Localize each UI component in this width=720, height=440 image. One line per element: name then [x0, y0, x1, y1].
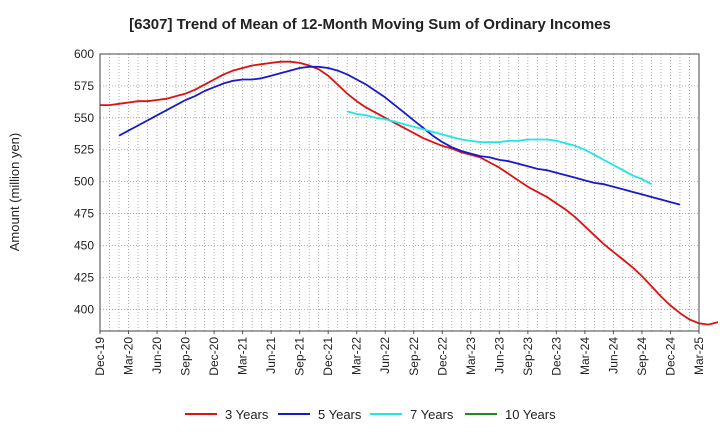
x-tick-label: Dec-23: [549, 337, 563, 376]
y-tick-label: 500: [74, 175, 94, 189]
x-tick-label: Sep-23: [521, 337, 535, 376]
x-tick-label: Sep-24: [635, 337, 649, 376]
legend-label: 10 Years: [505, 407, 556, 422]
y-tick-label: 425: [74, 270, 94, 284]
series-line-5-years: [118, 65, 681, 206]
y-tick-label: 550: [74, 111, 94, 125]
legend-label: 7 Years: [410, 407, 454, 422]
series-line-3-years: [100, 60, 719, 326]
y-tick-label: 575: [74, 79, 94, 93]
x-tick-label: Mar-20: [122, 337, 136, 375]
chart-title: [6307] Trend of Mean of 12-Month Moving …: [129, 16, 611, 33]
x-tick-label: Dec-24: [663, 337, 677, 376]
x-tick-label: Dec-22: [435, 337, 449, 376]
x-tick-label: Sep-22: [407, 337, 421, 376]
x-tick-label: Mar-25: [692, 337, 706, 375]
x-tick-label: Jun-21: [264, 337, 278, 374]
series-line-7-years: [346, 110, 652, 185]
legend-label: 5 Years: [318, 407, 362, 422]
x-tick-label: Mar-22: [350, 337, 364, 375]
x-tick-label: Mar-23: [464, 337, 478, 375]
x-tick-label: Sep-21: [293, 337, 307, 376]
y-tick-label: 400: [74, 302, 94, 316]
x-tick-label: Jun-23: [492, 337, 506, 374]
y-tick-label: 600: [74, 47, 94, 61]
x-tick-label: Mar-21: [236, 337, 250, 375]
y-tick-label: 475: [74, 207, 94, 221]
legend-label: 3 Years: [225, 407, 269, 422]
x-tick-label: Jun-20: [150, 337, 164, 374]
x-tick-label: Jun-24: [606, 337, 620, 374]
x-tick-label: Mar-24: [578, 337, 592, 375]
plot-frame: [99, 53, 700, 332]
x-tick-label: Jun-22: [378, 337, 392, 374]
y-tick-label: 450: [74, 238, 94, 252]
y-axis-label: Amount (million yen): [7, 133, 22, 252]
x-tick-label: Sep-20: [179, 337, 193, 376]
x-tick-label: Dec-20: [207, 337, 221, 376]
y-tick-label: 525: [74, 143, 94, 157]
plot-background: [100, 54, 699, 331]
x-tick-label: Dec-19: [93, 337, 107, 376]
x-tick-label: Dec-21: [321, 337, 335, 376]
